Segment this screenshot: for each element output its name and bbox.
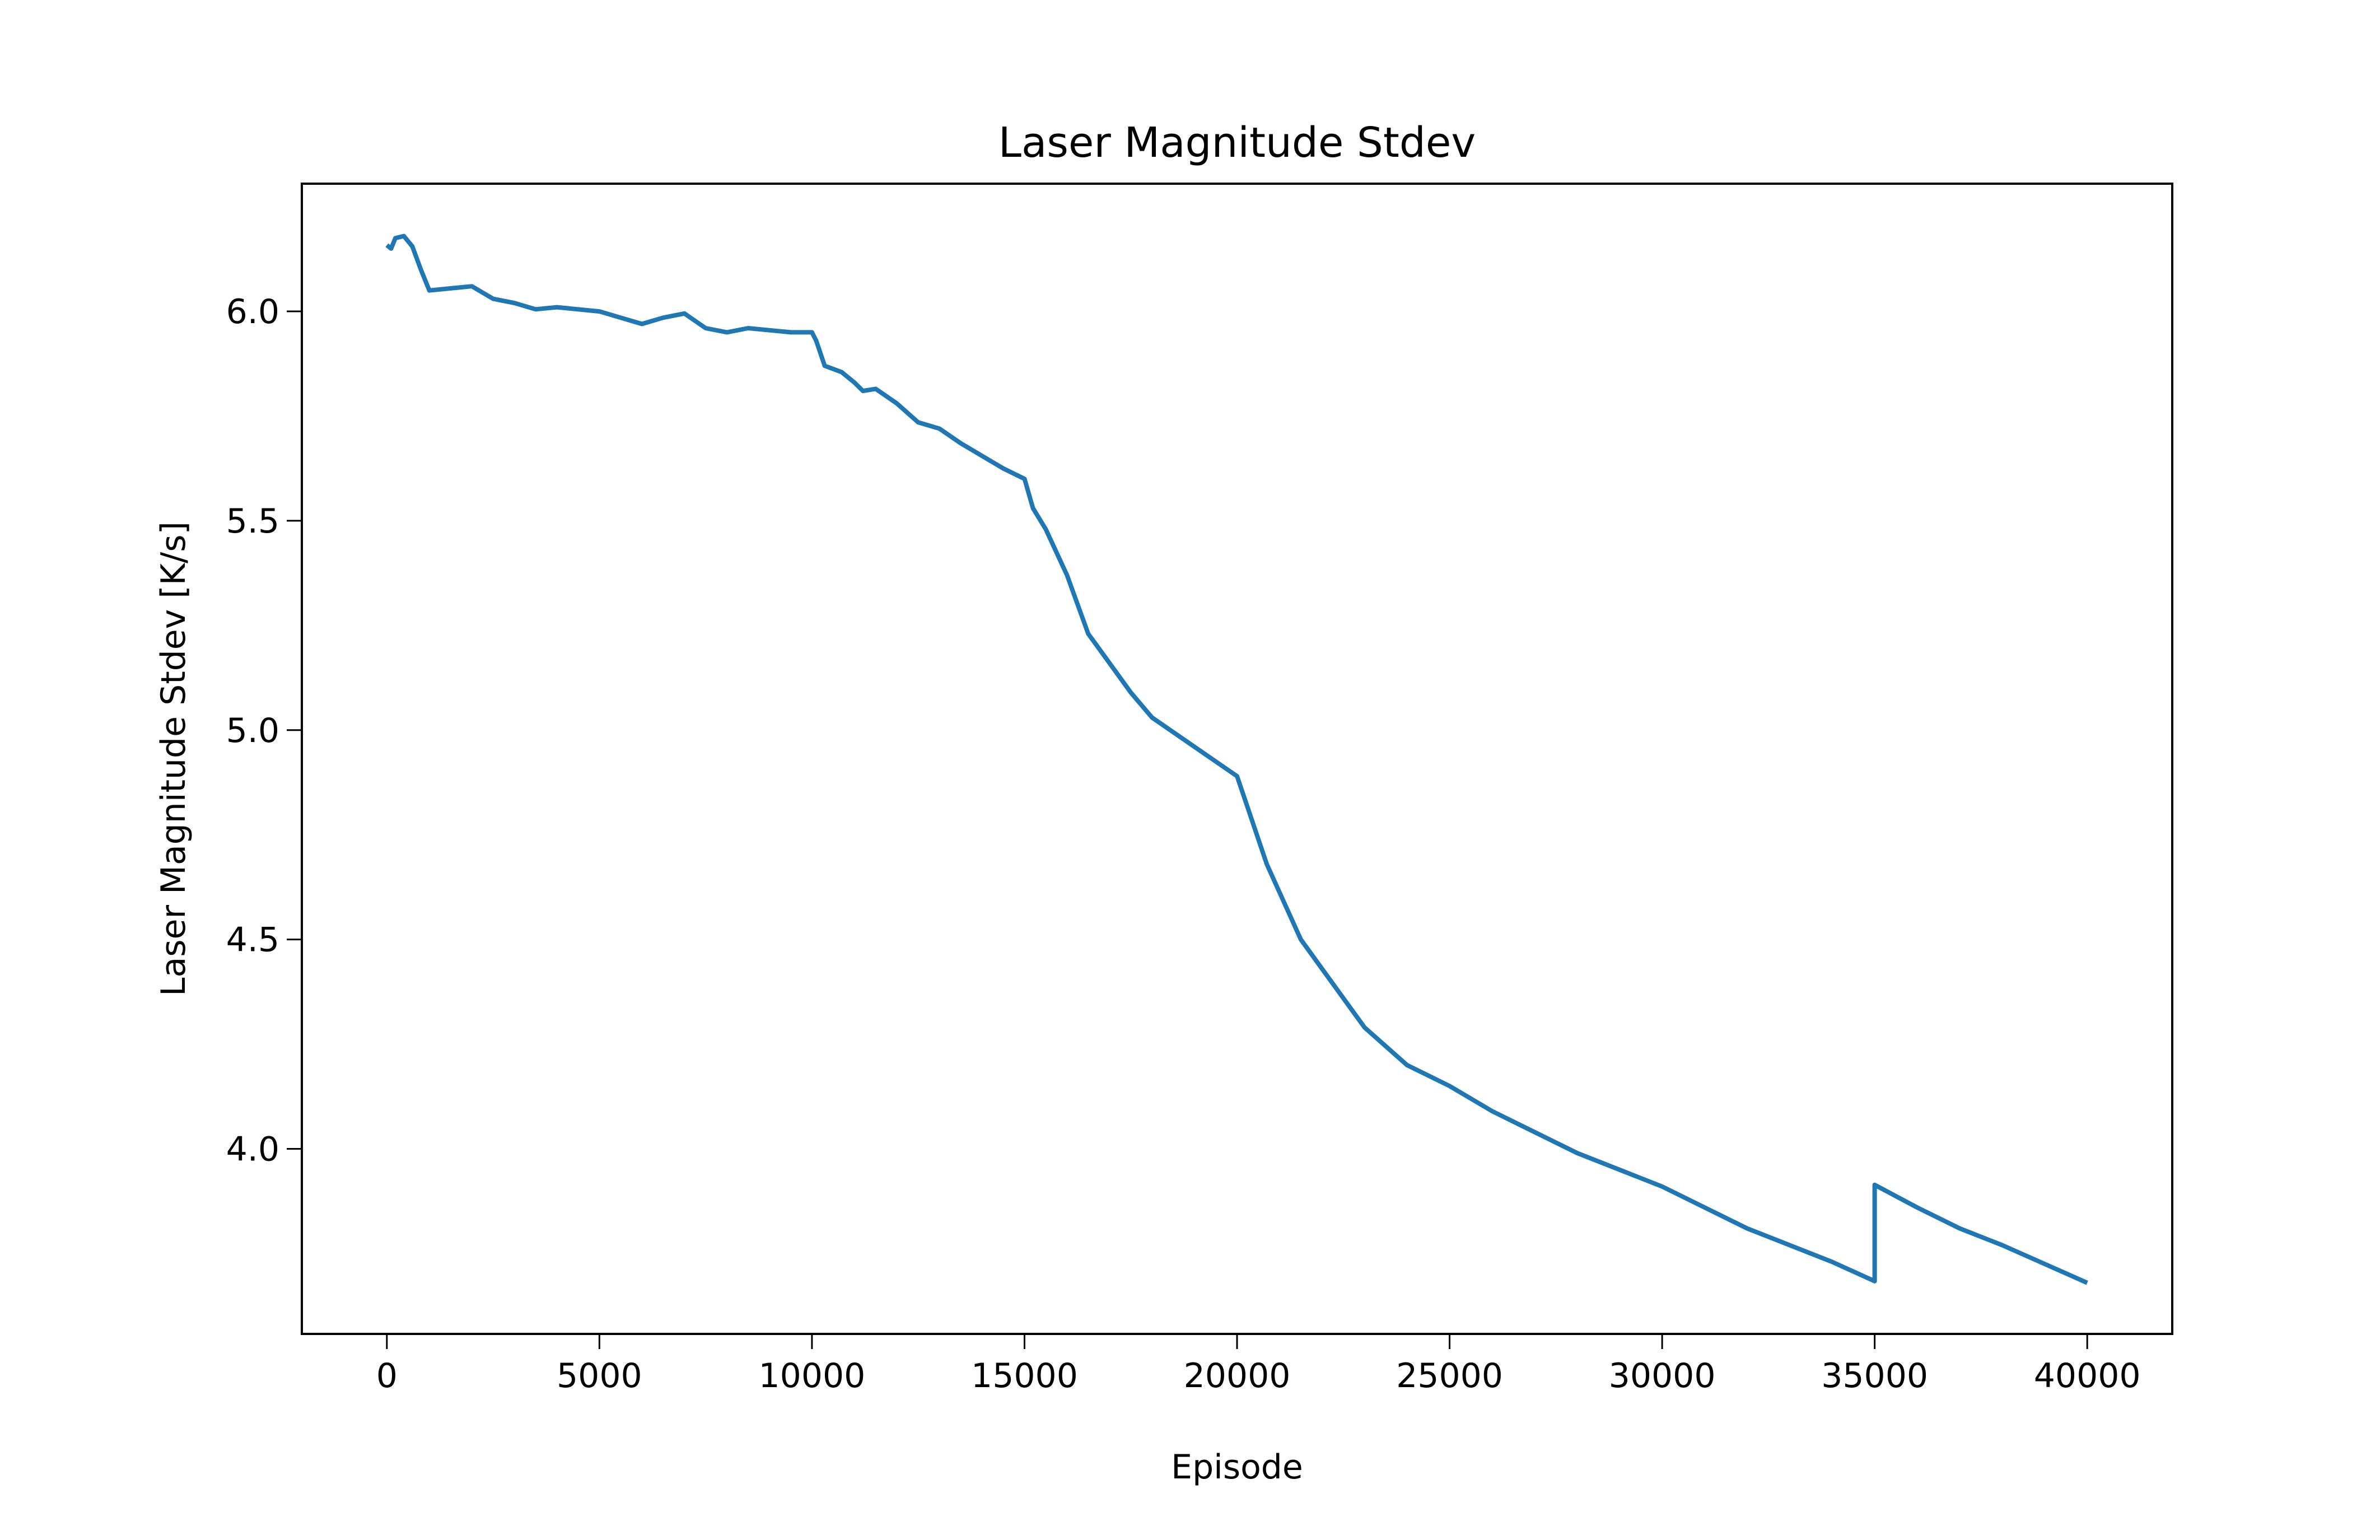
x-tick-label: 10000 (758, 1356, 865, 1396)
x-tick-label: 15000 (971, 1356, 1078, 1396)
x-tick-label: 30000 (1609, 1356, 1716, 1396)
x-tick-label: 35000 (1821, 1356, 1928, 1396)
y-tick-label: 5.0 (226, 711, 279, 750)
y-axis-label: Laser Magnitude Stdev [K/s] (154, 521, 193, 996)
x-tick-label: 5000 (557, 1356, 642, 1396)
plot-frame (301, 183, 2173, 1335)
x-tick-label: 0 (376, 1356, 398, 1396)
y-tick-label: 4.5 (226, 921, 279, 960)
x-tick-label: 25000 (1396, 1356, 1503, 1396)
x-tick-label: 20000 (1184, 1356, 1291, 1396)
y-tick-label: 5.5 (226, 502, 279, 541)
y-tick-label: 6.0 (226, 292, 279, 332)
x-axis-label: Episode (1171, 1448, 1303, 1487)
x-tick-label: 40000 (2034, 1356, 2141, 1396)
chart-title: Laser Magnitude Stdev (998, 119, 1476, 167)
data-line (385, 234, 2088, 1285)
y-tick-label: 4.0 (226, 1130, 279, 1169)
